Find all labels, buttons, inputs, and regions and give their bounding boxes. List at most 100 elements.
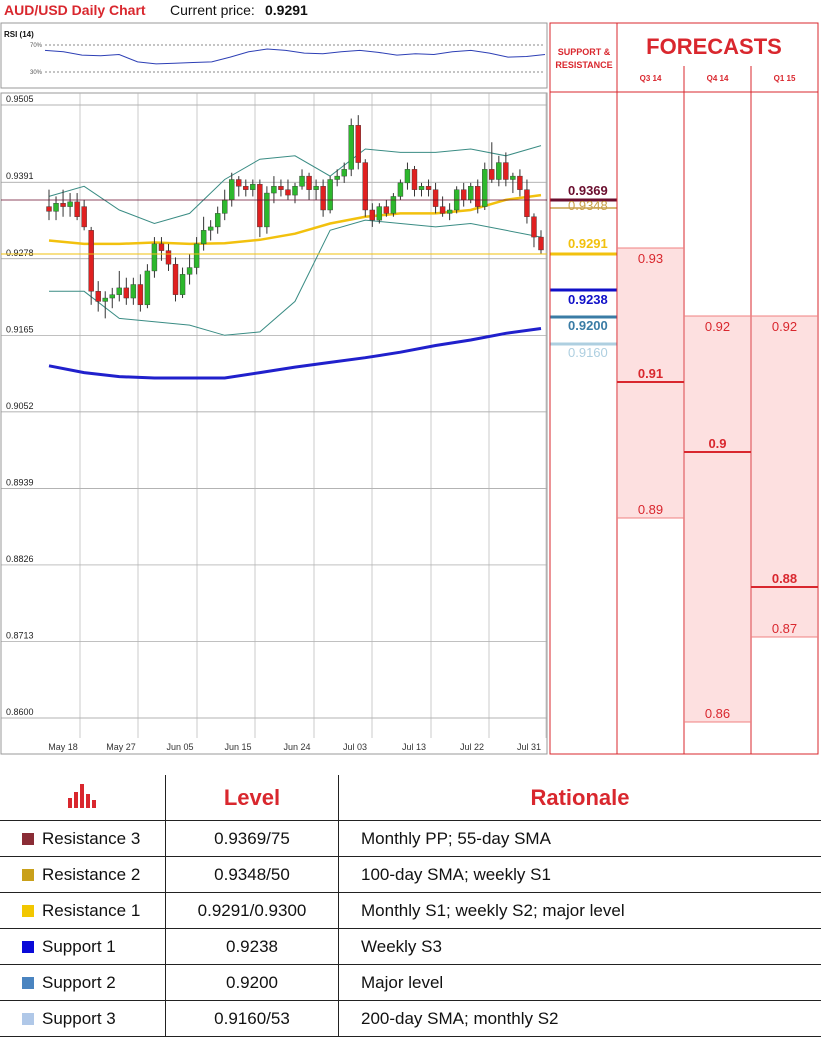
candle-body [201,230,206,244]
color-swatch [22,869,34,881]
candle-body [250,184,255,189]
x-tick-label: Jul 31 [517,742,541,752]
candle-body [384,207,389,214]
candle-body [440,207,445,214]
candle-body [363,163,368,210]
candle-body [257,184,262,227]
candle-body [405,169,410,183]
candle-body [482,169,487,206]
candle-body [321,186,326,210]
row-level: 0.9160/53 [166,1001,339,1037]
level-label: 0.9291 [568,236,608,251]
x-tick-label: Jul 22 [460,742,484,752]
candle-body [117,288,122,295]
row-rationale: Monthly PP; 55-day SMA [339,821,821,857]
table-header-rationale: Rationale [339,775,821,821]
candle-body [243,186,248,189]
x-tick-label: Jun 24 [283,742,310,752]
candle-body [496,163,501,180]
forecast-range-box [752,316,817,637]
candle-body [103,298,108,301]
forecast-high-value: 0.92 [705,319,730,334]
candle-body [412,169,417,189]
candle-body [539,237,544,250]
current-price-label: Current price: [170,2,255,18]
candle-body [131,284,136,298]
forecast-range-box [685,316,750,722]
row-level: 0.9291/0.9300 [166,893,339,929]
color-swatch [22,941,34,953]
x-tick-label: Jun 05 [166,742,193,752]
candle-body [524,190,529,217]
x-tick-label: Jul 03 [343,742,367,752]
x-tick-label: May 18 [48,742,78,752]
row-name: Support 2 [42,973,116,993]
sr-header-line2: RESISTANCE [555,60,612,70]
forecasts-title: FORECASTS [646,34,782,59]
row-name-cell: Resistance 1 [0,893,166,929]
candle-body [503,163,508,180]
forecast-high-value: 0.93 [638,251,663,266]
rsi-tick-70: 70% [30,43,43,49]
row-rationale: Major level [339,965,821,1001]
candle-body [475,186,480,206]
candle-body [68,202,73,207]
y-tick-label: 0.9278 [6,248,34,258]
x-tick-label: Jun 15 [224,742,251,752]
candle-body [222,200,227,214]
forecast-mid-value: 0.91 [638,366,663,381]
candle-body [531,217,536,237]
candle-body [278,186,283,189]
row-rationale: Monthly S1; weekly S2; major level [339,893,821,929]
table-header-icon-cell [0,775,166,821]
candle-body [194,244,199,268]
candle-body [215,213,220,227]
row-name: Support 3 [42,1009,116,1029]
row-name: Support 1 [42,937,116,957]
candle-body [110,295,115,298]
y-tick-label: 0.9391 [6,171,34,181]
row-name-cell: Resistance 2 [0,857,166,893]
chart-title: AUD/USD Daily Chart [4,2,146,18]
candle-body [517,176,522,190]
candle-body [124,288,129,298]
row-rationale: 200-day SMA; monthly S2 [339,1001,821,1037]
candle-body [159,244,164,251]
row-rationale: 100-day SMA; weekly S1 [339,857,821,893]
candle-body [370,210,375,220]
candle-body [54,203,59,211]
forecast-low-value: 0.87 [772,621,797,636]
color-swatch [22,905,34,917]
candle-body [173,264,178,294]
candle-body [166,251,171,265]
candle-body [293,186,298,195]
candle-body [229,180,234,200]
level-label: 0.9369 [568,183,608,198]
candle-body [61,203,66,206]
row-name: Resistance 1 [42,901,140,921]
candle-body [300,176,305,186]
y-tick-label: 0.9165 [6,324,34,334]
y-tick-label: 0.8600 [6,707,34,717]
forecast-col-label: Q3 14 [640,74,662,83]
candle-body [461,190,466,200]
chart-panel: AUD/USD Daily Chart Current price: 0.929… [0,0,821,770]
candle-body [208,227,213,230]
row-name-cell: Support 3 [0,1001,166,1037]
candle-body [426,186,431,189]
candle-body [75,202,80,217]
candle-body [335,176,340,179]
table-header-level: Level [166,775,339,821]
candle-body [89,230,94,291]
candle-body [187,268,192,275]
candle-body [328,180,333,210]
candle-body [264,193,269,227]
bar-chart-icon [63,780,103,810]
row-level: 0.9238 [166,929,339,965]
level-label: 0.9348 [568,198,608,213]
y-tick-label: 0.8713 [6,630,34,640]
